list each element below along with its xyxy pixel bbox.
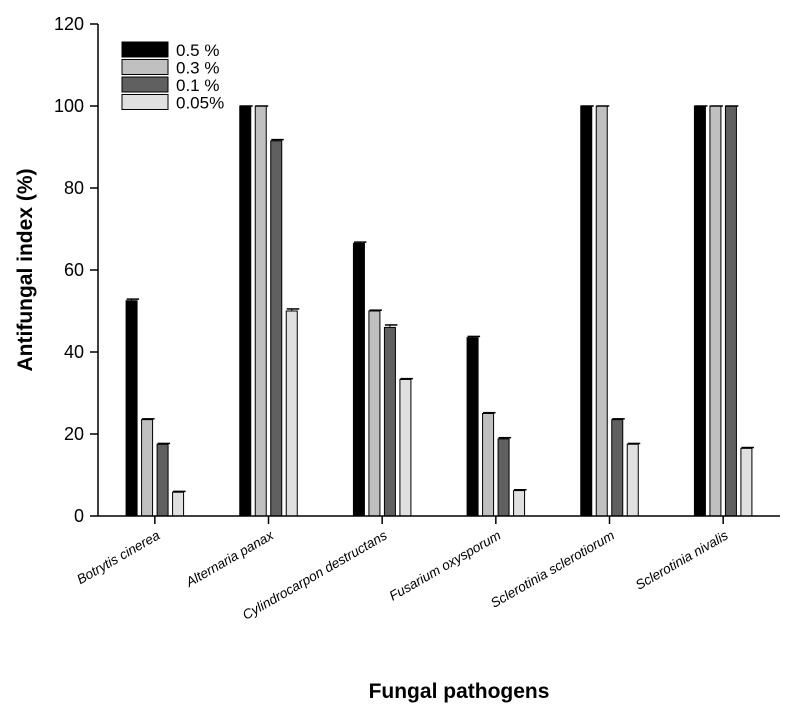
bar <box>709 105 722 517</box>
bar <box>285 310 298 517</box>
y-tick-label: 100 <box>54 96 84 116</box>
y-tick-label: 0 <box>74 506 84 526</box>
y-tick-label: 120 <box>54 14 84 34</box>
y-axis-title: Antifungal index (%) <box>14 169 37 372</box>
x-tick-label: Alternaria panax <box>182 527 277 590</box>
bar <box>482 413 495 517</box>
bar <box>740 447 753 517</box>
x-tick-label: Sclerotinia nivalis <box>633 527 731 592</box>
legend-label: 0.3 % <box>176 59 219 78</box>
bar <box>141 419 154 517</box>
bar <box>368 310 381 517</box>
legend-swatch <box>121 76 169 93</box>
bar <box>595 105 608 517</box>
plot-area <box>125 105 754 517</box>
bar <box>125 300 138 517</box>
bar <box>497 438 510 517</box>
x-tick-label: Fusarium oxysporum <box>387 528 504 604</box>
legend-label: 0.5 % <box>176 41 219 60</box>
bar <box>724 105 737 517</box>
legend-swatch <box>121 94 169 110</box>
bar <box>254 105 267 517</box>
bar <box>513 490 526 517</box>
legend-label: 0.05% <box>176 94 224 113</box>
y-tick-label: 60 <box>64 260 84 280</box>
bar <box>611 419 624 517</box>
x-tick-label: Botrytis cinerea <box>74 527 162 587</box>
legend-label: 0.1 % <box>176 76 219 95</box>
bar <box>399 378 412 517</box>
bar <box>270 140 283 517</box>
legend-swatch <box>121 41 169 58</box>
bar <box>466 337 479 517</box>
bar <box>239 105 252 517</box>
bar <box>580 105 593 517</box>
bar <box>172 491 185 517</box>
bar <box>626 443 639 517</box>
legend-swatch <box>121 59 169 75</box>
bar <box>383 326 396 517</box>
bar <box>693 105 706 517</box>
x-axis-title: Fungal pathogens <box>369 680 550 703</box>
bar <box>156 443 169 517</box>
bar <box>352 242 365 517</box>
y-tick-label: 20 <box>64 424 84 444</box>
legend: 0.5 %0.3 %0.1 %0.05% <box>121 41 224 113</box>
x-tick-label: Sclerotinia sclerotiorum <box>488 528 617 611</box>
y-tick-label: 80 <box>64 178 84 198</box>
y-tick-label: 40 <box>64 342 84 362</box>
